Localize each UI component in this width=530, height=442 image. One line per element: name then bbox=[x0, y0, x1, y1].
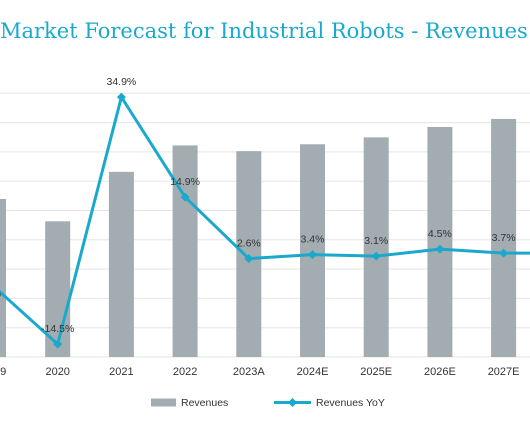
legend-label-revenues-yoy: Revenues YoY bbox=[316, 397, 385, 409]
yoy-point-2026E bbox=[435, 244, 445, 254]
yoy-label-2022: 14.9% bbox=[170, 176, 200, 188]
bar-2027E bbox=[491, 118, 517, 357]
yoy-point-2021 bbox=[116, 92, 126, 102]
bar-series bbox=[0, 118, 517, 357]
yoy-point-2027E bbox=[499, 248, 509, 258]
x-tick-2027E: 2027E bbox=[488, 366, 520, 378]
yoy-label-2025E: 3.1% bbox=[364, 235, 388, 247]
x-tick-2020: 2020 bbox=[45, 366, 69, 378]
x-tick-2025E: 2025E bbox=[360, 366, 392, 378]
bar-2023A bbox=[236, 151, 262, 357]
legend: Revenues Revenues YoY bbox=[151, 397, 385, 409]
legend-diamond-icon bbox=[288, 398, 297, 407]
yoy-label-2021: 34.9% bbox=[107, 76, 137, 88]
yoy-point-2024E bbox=[308, 250, 317, 260]
yoy-label-2023A: 2.6% bbox=[237, 238, 261, 250]
x-tick-2021: 2021 bbox=[109, 366, 133, 378]
x-tick-2019: 2019 bbox=[0, 366, 6, 378]
bar-2025E bbox=[363, 137, 389, 357]
x-axis-ticks: 2019 2020 2021 2022 2023A 2024E 2025E 2026E 2027… bbox=[0, 366, 520, 378]
chart-title: Market Forecast for Industrial Robots - … bbox=[0, 19, 528, 43]
yoy-label-2024E: 3.4% bbox=[301, 234, 325, 246]
bar-2019 bbox=[0, 199, 6, 357]
legend-bar-swatch bbox=[151, 398, 176, 407]
bar-2022 bbox=[172, 145, 198, 357]
yoy-point-2025E bbox=[371, 251, 381, 261]
yoy-label-2027E: 3.7% bbox=[492, 232, 516, 244]
line-series: -14.5% 34.9% 14.9% 2.6% 3.4% 3.1% 4.5% 3.7%% bbox=[0, 76, 530, 349]
bar-2020 bbox=[45, 221, 71, 357]
bar-2026E bbox=[427, 127, 453, 357]
yoy-point-2022 bbox=[180, 192, 190, 202]
x-tick-2022: 2022 bbox=[173, 366, 197, 378]
yoy-label-2020: -14.5% bbox=[41, 323, 74, 335]
x-tick-2024E: 2024E bbox=[297, 366, 329, 378]
legend-label-revenues: Revenues bbox=[181, 397, 228, 409]
yoy-point-2020 bbox=[53, 339, 63, 349]
x-tick-2023A: 2023A bbox=[233, 366, 265, 378]
yoy-label-2026E: 4.5% bbox=[428, 228, 452, 240]
yoy-line bbox=[0, 95, 530, 346]
bar-2021 bbox=[108, 171, 134, 357]
yoy-label-2019: % bbox=[0, 288, 1, 300]
yoy-point-2023A bbox=[244, 254, 254, 264]
x-tick-2026E: 2026E bbox=[424, 366, 456, 378]
